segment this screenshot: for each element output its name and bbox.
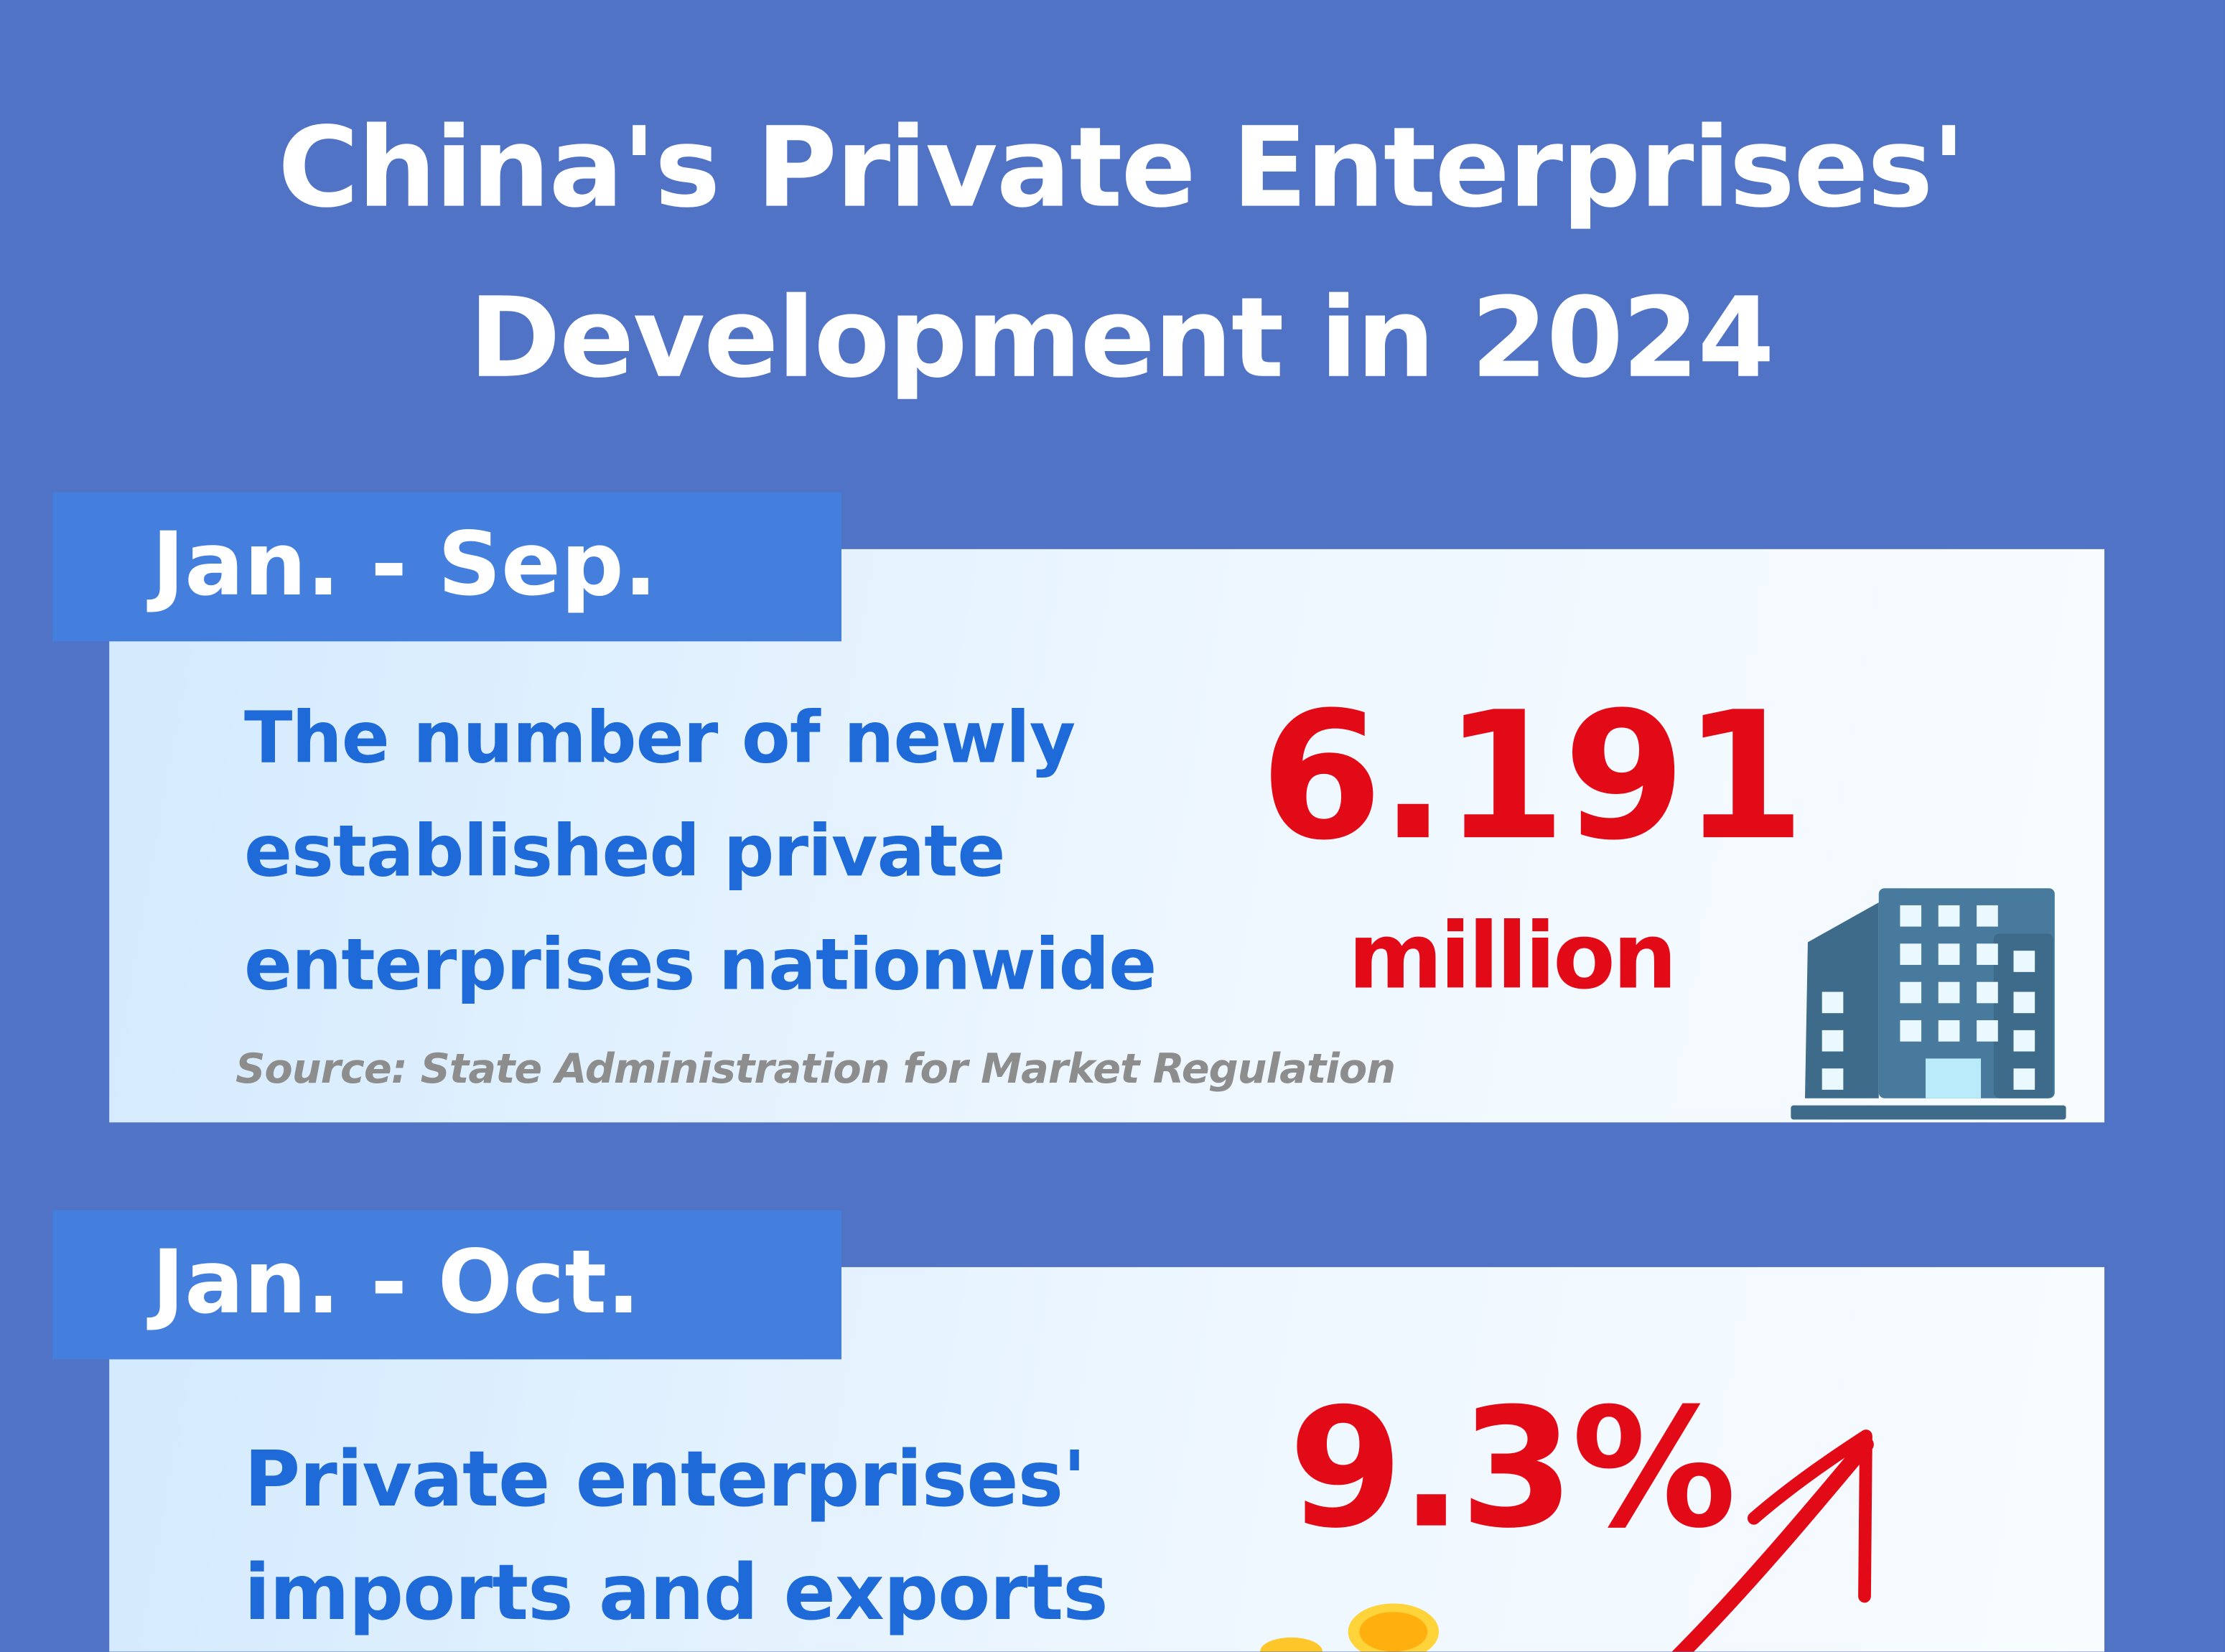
period-label-oct: Jan. - Oct. (52, 1210, 842, 1360)
office-building-icon (1791, 888, 2066, 1120)
title-line-2: Development in 2024 (468, 275, 1775, 403)
period-text: Jan. - Sep. (151, 512, 658, 616)
source-note: Source: State Administration for Market … (235, 1044, 1396, 1093)
description-line: The number of newly (243, 696, 1076, 780)
description-line: imports and exports (243, 1548, 1109, 1638)
description-line: established private (243, 810, 1006, 893)
upward-arrow-icon (1671, 1429, 1874, 1652)
description-line: enterprises nationwide (243, 923, 1157, 1007)
period-label-sep: Jan. - Sep. (52, 492, 842, 642)
description-line: Private enterprises' (243, 1434, 1086, 1524)
description-sep: The number of newly established private … (243, 681, 1157, 1022)
title-line-1: China's Private Enterprises' (277, 105, 1966, 233)
period-text: Jan. - Oct. (151, 1230, 640, 1334)
section-card-sep (109, 549, 2105, 1123)
value-unit: million (1348, 905, 1677, 1011)
description-oct: Private enterprises' imports and exports (243, 1423, 1109, 1650)
value-trade-growth: 9.3% (1288, 1373, 1737, 1565)
value-new-enterprises: 6.191 (1260, 675, 1805, 880)
gold-coins-icon (1260, 1603, 1440, 1652)
